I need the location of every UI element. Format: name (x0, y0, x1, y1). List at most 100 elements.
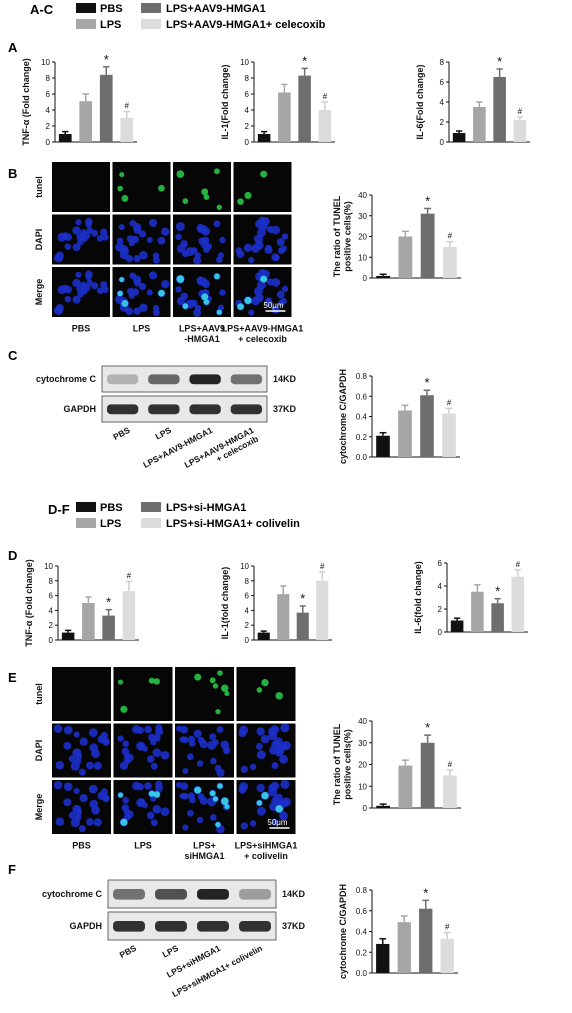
nucleus (100, 280, 108, 289)
significance-mark: # (125, 102, 130, 111)
column-label: LPS (133, 324, 151, 334)
nucleus (53, 724, 63, 733)
nucleus (248, 309, 255, 316)
significance-mark: * (423, 885, 428, 900)
blot-band (239, 888, 271, 900)
nucleus (256, 743, 263, 750)
nucleus (268, 787, 278, 797)
nucleus (176, 244, 186, 253)
micrograph-tunel (233, 162, 292, 212)
nucleus (243, 243, 253, 253)
nucleus (279, 755, 288, 764)
merged-signal (209, 790, 216, 797)
nucleus (205, 243, 213, 250)
nucleus (68, 811, 76, 820)
y-axis-label: The ratio of TUNELpositive cells(%) (332, 195, 352, 277)
bar (473, 107, 486, 142)
nucleus (199, 796, 208, 805)
bar (452, 133, 466, 142)
nucleus (79, 794, 88, 803)
bar (491, 603, 504, 632)
nucleus (269, 745, 279, 755)
nucleus (96, 234, 104, 242)
nucleus (138, 230, 147, 238)
nucleus (196, 760, 204, 767)
nucleus (89, 743, 99, 752)
nucleus (240, 822, 248, 830)
bar (257, 134, 271, 142)
nucleus (217, 304, 225, 311)
nucleus (73, 731, 80, 738)
nucleus (125, 307, 134, 315)
tunel-signal (153, 678, 161, 685)
nucleus (216, 768, 225, 777)
nucleus (122, 796, 130, 804)
blot-band (113, 888, 145, 900)
nucleus (271, 762, 279, 770)
nucleus (78, 768, 86, 776)
column-label: LPS+AAV9-HMGA1 + celecoxib (222, 324, 304, 344)
y-tick-label: 30 (358, 739, 367, 748)
legend-swatch (76, 518, 96, 528)
generated-figure-content: 0 2 4 6 8 10 TNF-α (Fold change) * #0 2 4 6 8 10 IL-1(… (21, 52, 530, 999)
y-axis-label: IL-6(Fold change) (415, 65, 425, 140)
blot-lane-label: PBS (118, 943, 138, 960)
micrograph-tunel (52, 667, 111, 721)
tunel-signal (216, 204, 222, 210)
row-label: Merge (34, 279, 44, 306)
nucleus (261, 217, 270, 226)
significance-mark: # (127, 572, 132, 581)
bar (398, 765, 413, 808)
nucleus (56, 306, 64, 314)
nucleus (266, 225, 275, 234)
nucleus (146, 755, 155, 763)
significance-mark: # (320, 562, 325, 571)
y-tick-label: 0 (49, 636, 54, 645)
bar (471, 591, 484, 632)
tunel-signal (256, 687, 263, 693)
nucleus (144, 725, 152, 734)
nucleus (155, 727, 163, 736)
blot-band (230, 374, 263, 385)
nucleus (115, 242, 125, 252)
bar-chart-A2: 0 2 4 6 8 10 IL-1(Fold change) * # (220, 53, 335, 147)
row-label: Merge (34, 794, 44, 821)
scale-bar-label: 50μm (267, 818, 288, 827)
nucleus (75, 271, 82, 278)
nucleus (256, 280, 266, 290)
tunel-signal (275, 692, 283, 700)
nucleus (181, 736, 189, 744)
y-tick-label: 0 (363, 804, 368, 813)
blot-row-label: GAPDH (69, 921, 102, 931)
panel-label-ac: A-C (30, 2, 54, 17)
y-tick-label: 30 (358, 212, 367, 221)
panel-label-c: C (8, 348, 18, 363)
nucleus (93, 761, 102, 770)
nucleus (148, 271, 158, 280)
y-tick-label: 2 (46, 122, 51, 131)
nucleus (274, 737, 284, 747)
bar (79, 101, 93, 142)
y-axis-label: IL-1(fold change) (220, 567, 230, 640)
bar-chart-C: 0.0 0.2 0.4 0.6 0.8 cytochrome C/GAPDH * # (338, 369, 460, 464)
tunel-signal (203, 194, 210, 200)
nucleus (133, 226, 141, 234)
tunel-signal (260, 170, 268, 178)
y-axis-label: IL-1(Fold change) (220, 65, 230, 140)
nucleus (190, 299, 198, 307)
nucleus (277, 299, 285, 307)
y-tick-label: 0 (245, 636, 250, 645)
panel-label-b: B (8, 166, 17, 181)
nucleus (139, 250, 148, 260)
tunel-signal (215, 708, 221, 715)
legend-label: LPS (100, 19, 121, 31)
nucleus (254, 293, 264, 303)
y-tick-label: 0 (440, 138, 445, 147)
nucleus (129, 219, 137, 227)
panel-label-d: D (8, 548, 17, 563)
merged-signal (224, 804, 230, 810)
y-tick-label: 8 (440, 58, 445, 67)
micrograph-tunel (52, 162, 110, 212)
nucleus (138, 282, 147, 291)
nucleus (72, 226, 81, 235)
